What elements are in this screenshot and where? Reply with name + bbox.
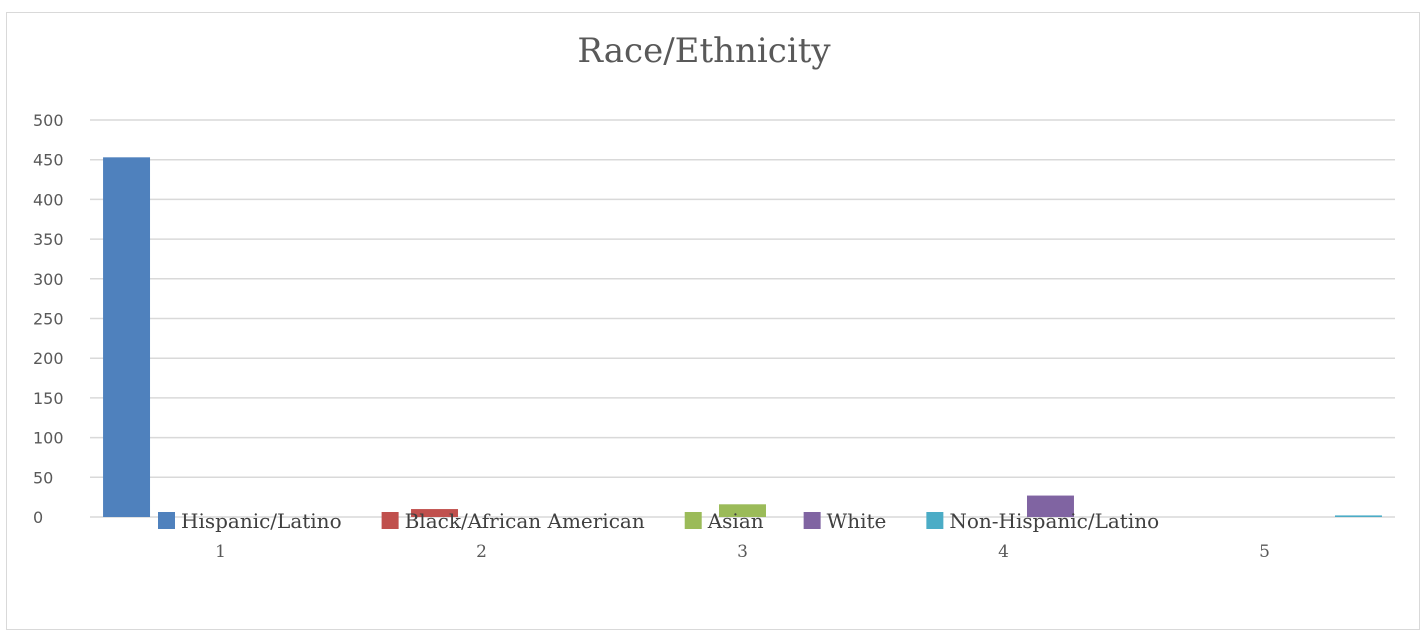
bars <box>103 157 1382 517</box>
legend-label-4: White <box>827 509 887 533</box>
legend: Hispanic/Latino Black/African American Asi… <box>158 509 1159 533</box>
legend-swatch-3 <box>684 512 702 529</box>
x-category-label: 2 <box>476 542 487 562</box>
y-tick-label: 400 <box>33 190 64 209</box>
bar-2-series-2 <box>411 509 459 517</box>
x-category-label: 1 <box>215 542 226 562</box>
bar-4-series-4 <box>1026 495 1074 517</box>
y-tick-label: 350 <box>33 230 64 249</box>
y-tick-label: 0 <box>33 508 43 527</box>
chart-frame <box>6 12 1420 630</box>
legend-label-2: Black/African American <box>405 509 645 533</box>
legend-swatch-1 <box>158 512 175 529</box>
bar-5-series-5 <box>1334 515 1382 517</box>
bar-1-series-1 <box>103 157 151 517</box>
y-tick-label: 500 <box>33 111 64 130</box>
y-tick-label: 50 <box>33 468 53 487</box>
y-axis-ticks: 0 50 100 150 200 250 300 350 400 450 500 <box>33 111 64 527</box>
x-category-label: 5 <box>1259 542 1270 562</box>
y-tick-label: 200 <box>33 349 64 368</box>
y-tick-label: 450 <box>33 151 64 170</box>
x-category-label: 3 <box>737 542 748 562</box>
x-category-label: 4 <box>998 542 1009 562</box>
legend-label-5: Non-Hispanic/Latino <box>949 509 1159 533</box>
y-tick-label: 250 <box>33 310 64 329</box>
legend-swatch-4 <box>803 512 821 529</box>
legend-label-1: Hispanic/Latino <box>181 509 342 533</box>
legend-label-3: Asian <box>707 509 764 533</box>
y-tick-label: 150 <box>33 389 64 408</box>
chart-title: Race/Ethnicity <box>577 31 831 71</box>
x-axis-categories: 1 2 3 4 5 <box>215 542 1270 562</box>
bar-3-series-3 <box>719 504 766 517</box>
y-tick-label: 100 <box>33 429 64 448</box>
legend-swatch-2 <box>381 512 399 529</box>
legend-swatch-5 <box>926 512 944 529</box>
y-tick-label: 300 <box>33 270 64 289</box>
gridlines <box>90 119 1395 518</box>
